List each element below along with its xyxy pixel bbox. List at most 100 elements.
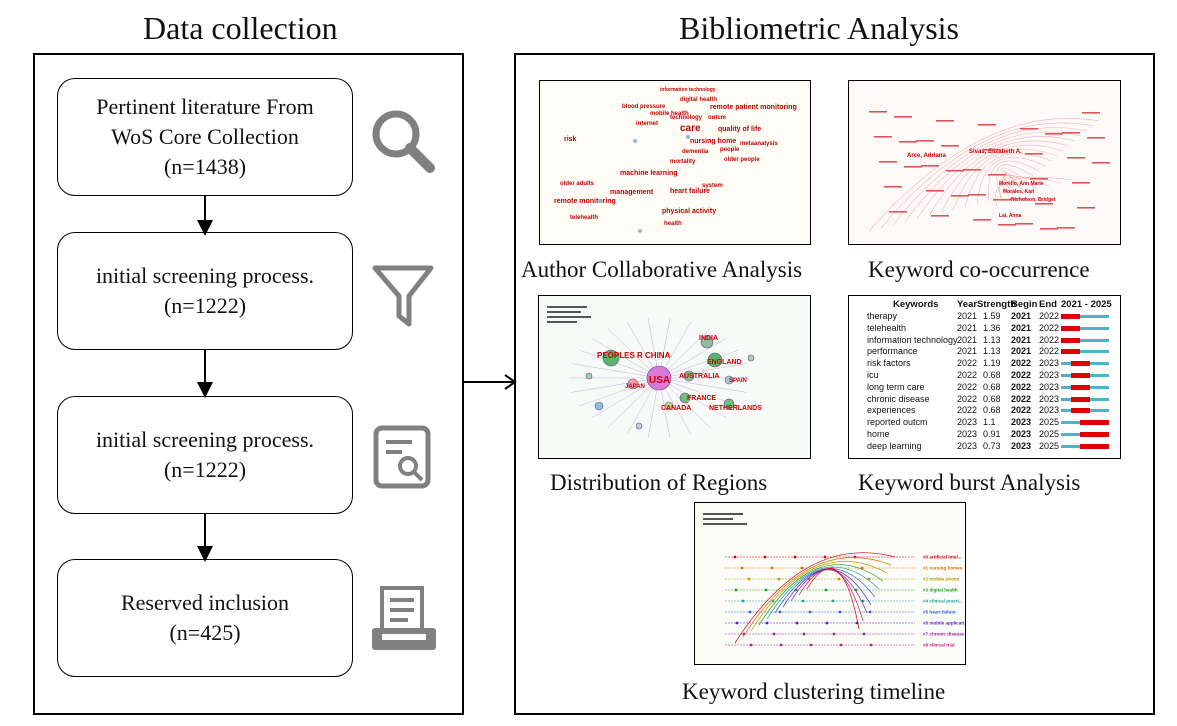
caption-burst: Keyword burst Analysis: [858, 470, 1081, 495]
timeline-node: [734, 588, 738, 592]
step-initial-screening-2: initial screening process. (n=1222): [57, 396, 353, 514]
burst-year: 2022: [957, 381, 978, 392]
timeline-node: [741, 599, 745, 603]
timeline-node: [809, 643, 813, 647]
timeline-node: [839, 643, 843, 647]
burst-bar-active: [1061, 349, 1081, 355]
timeline-cluster-label: #1 nursing homes: [923, 566, 963, 571]
burst-strength: 1.19: [983, 358, 1001, 369]
author-term: people: [720, 147, 740, 153]
connector-arrow: [463, 374, 517, 390]
burst-keyword: experiences: [867, 405, 916, 416]
burst-bar-active: [1061, 314, 1081, 319]
funnel-icon: [370, 262, 436, 334]
author-collaboration-figure: information technology digital health bloo…: [539, 80, 811, 245]
burst-bar-active: [1070, 361, 1090, 367]
author-term: older adults: [560, 181, 595, 187]
cooc-author-mark: [926, 190, 944, 192]
cooc-author-mark: [1067, 157, 1085, 159]
timeline-node: [837, 577, 841, 581]
cooc-term: Nicholson, Bridget: [1011, 197, 1056, 203]
cooc-author-mark: [988, 174, 1006, 176]
cooc-author-mark: [869, 111, 887, 113]
burst-keyword: long term care: [867, 381, 925, 392]
timeline-node: [823, 555, 827, 559]
burst-keyword: telehealth: [867, 322, 907, 333]
timeline-node: [765, 621, 769, 625]
author-term: metaanalysis: [740, 141, 778, 147]
author-term: quality of life: [718, 126, 761, 133]
author-term: blood pressure: [622, 104, 666, 110]
timeline-cluster-label: #0 artificial intel...: [923, 555, 962, 560]
timeline-arc: [806, 568, 860, 630]
author-node: [638, 229, 642, 233]
caption-regions: Distribution of Regions: [550, 470, 768, 495]
cooc-author-mark: [968, 194, 986, 196]
cooc-author-mark: [951, 195, 969, 197]
timeline-node: [825, 621, 829, 625]
burst-end: 2022: [1039, 322, 1060, 333]
author-term: telehealth: [570, 215, 598, 221]
cooc-term: Morales, Karl: [1003, 189, 1035, 195]
cooc-term: Morello, Ann Marie: [999, 181, 1044, 187]
burst-year: 2021: [957, 346, 978, 357]
timeline-node: [807, 577, 811, 581]
burst-bar-active: [1070, 408, 1090, 414]
cooc-author-mark: [1035, 203, 1053, 205]
timeline-cluster-label: #6 mobile applicati...: [923, 621, 965, 626]
cooc-author-mark: [894, 116, 912, 118]
burst-begin: 2021: [1011, 346, 1032, 357]
burst-year: 2023: [957, 417, 978, 428]
burst-begin: 2023: [1011, 417, 1032, 428]
burst-strength: 1.59: [983, 311, 1001, 321]
timeline-node: [808, 610, 812, 614]
burst-strength: 1.1: [983, 417, 996, 428]
cooc-author-mark: [1045, 133, 1063, 135]
burst-year: 2022: [957, 405, 978, 416]
cooc-author-mark: [884, 186, 902, 188]
region-node: [700, 335, 714, 349]
burst-bar-active: [1061, 325, 1081, 331]
burst-year: 2021: [957, 334, 978, 345]
author-term: digital health: [680, 97, 717, 103]
burst-keyword: therapy: [867, 311, 898, 321]
cooc-author-mark: [973, 219, 991, 221]
caption-timeline: Keyword clustering timeline: [682, 679, 946, 704]
burst-keyword: information technology: [867, 334, 958, 345]
timeline-node: [795, 621, 799, 625]
cooc-author-mark: [899, 141, 917, 143]
author-term: heart failure: [670, 188, 710, 195]
burst-end: 2025: [1039, 429, 1060, 439]
author-term: dementia: [682, 149, 709, 155]
timeline-node: [869, 643, 873, 647]
burst-end: 2022: [1039, 346, 1060, 357]
burst-begin: 2022: [1011, 370, 1032, 380]
burst-end: 2025: [1039, 440, 1060, 451]
timeline-cluster-label: #8 clinical trial: [923, 643, 955, 648]
burst-begin: 2022: [1011, 405, 1032, 416]
caption-author: Author Collaborative Analysis: [521, 257, 803, 282]
step-pertinent-literature: Pertinent literature From WoS Core Colle…: [57, 78, 353, 196]
region-node: [679, 392, 691, 404]
author-node: [633, 139, 637, 143]
timeline-node: [770, 566, 774, 570]
timeline-node: [764, 588, 768, 592]
printer-document-icon: [368, 584, 440, 656]
cooc-author-mark: [916, 140, 934, 142]
burst-header-end: End: [1039, 299, 1057, 310]
cooc-author-mark: [1057, 227, 1075, 229]
cooc-author-mark: [1062, 132, 1080, 134]
burst-bar-track: [1061, 338, 1109, 342]
data-collection-panel: [33, 53, 464, 715]
region-node: [664, 401, 674, 411]
cooc-author-mark: [874, 136, 892, 138]
region-label: PEOPLES R CHINA: [597, 351, 671, 360]
burst-bar-track: [1061, 315, 1109, 318]
cooc-author-mark: [1040, 228, 1058, 230]
bibliometric-panel: [514, 53, 1155, 715]
timeline-node: [748, 610, 752, 614]
burst-strength: 0.68: [983, 405, 1001, 416]
burst-header-keywords: Keywords: [893, 299, 939, 310]
burst-bar-active: [1080, 443, 1109, 449]
cooc-term: Sivas, Elizabeth A.: [969, 149, 1022, 155]
